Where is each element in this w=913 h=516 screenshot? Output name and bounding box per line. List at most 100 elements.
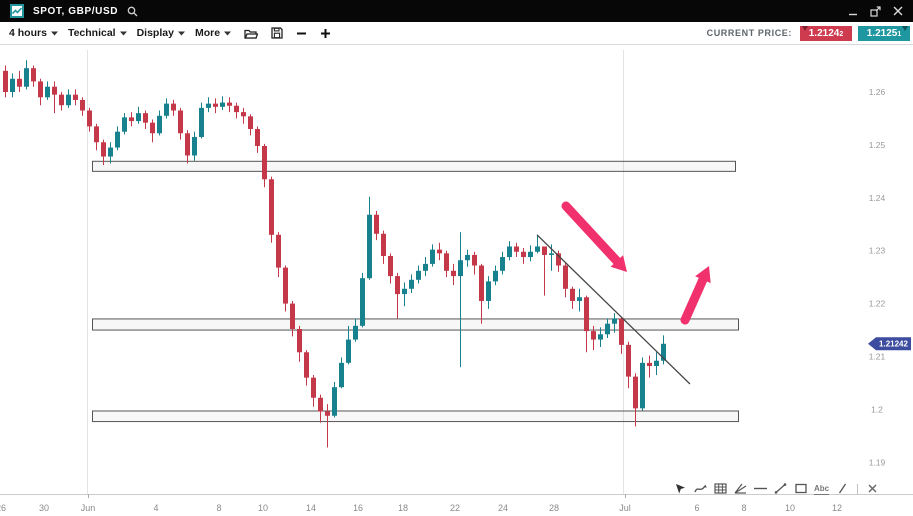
save-button[interactable]	[271, 27, 283, 39]
bull-candle[interactable]	[661, 343, 666, 361]
bull-candle[interactable]	[122, 117, 127, 132]
rectangle-tool-icon[interactable]	[794, 482, 807, 495]
bull-candle[interactable]	[486, 281, 491, 301]
fan-lines-tool-icon[interactable]	[734, 482, 747, 495]
bull-candle[interactable]	[164, 103, 169, 116]
current-price-tag[interactable]	[868, 337, 911, 351]
bear-candle[interactable]	[591, 331, 596, 340]
bull-candle[interactable]	[640, 362, 645, 409]
bear-candle[interactable]	[178, 110, 183, 134]
bear-candle[interactable]	[633, 376, 638, 409]
zoom-out-button[interactable]	[296, 28, 307, 39]
bear-candle[interactable]	[129, 117, 134, 122]
bear-candle[interactable]	[52, 86, 57, 95]
bear-candle[interactable]	[80, 99, 85, 111]
bear-candle[interactable]	[227, 102, 232, 106]
bear-candle[interactable]	[87, 110, 92, 127]
bear-candle[interactable]	[472, 254, 477, 266]
bear-candle[interactable]	[234, 105, 239, 113]
bull-candle[interactable]	[458, 260, 463, 277]
bull-candle[interactable]	[108, 147, 113, 157]
bull-candle[interactable]	[192, 136, 197, 156]
bull-candle[interactable]	[423, 263, 428, 271]
bear-candle[interactable]	[213, 103, 218, 107]
bear-candle[interactable]	[290, 303, 295, 329]
slash-tool-icon[interactable]	[836, 482, 849, 495]
bull-candle[interactable]	[416, 270, 421, 280]
bid-price-badge[interactable]: 1.2124 2	[800, 25, 852, 41]
bull-candle[interactable]	[367, 214, 372, 279]
bear-candle[interactable]	[395, 276, 400, 295]
bear-candle[interactable]	[94, 126, 99, 143]
bear-candle[interactable]	[451, 270, 456, 277]
horizontal-line-tool-icon[interactable]	[754, 482, 768, 495]
technical-menu[interactable]: Technical	[68, 27, 127, 39]
bull-candle[interactable]	[528, 251, 533, 258]
timeframe-dropdown[interactable]: 4 hours	[9, 27, 58, 39]
trend-segment-tool-icon[interactable]	[774, 482, 787, 495]
bull-candle[interactable]	[24, 68, 29, 87]
bear-candle[interactable]	[444, 253, 449, 271]
bear-candle[interactable]	[563, 265, 568, 289]
bear-candle[interactable]	[542, 246, 547, 255]
bear-candle[interactable]	[269, 179, 274, 235]
bear-candle[interactable]	[38, 81, 43, 98]
bear-candle[interactable]	[283, 267, 288, 304]
bull-candle[interactable]	[409, 279, 414, 289]
price-zone[interactable]	[92, 410, 739, 423]
bull-candle[interactable]	[465, 254, 470, 261]
bear-candle[interactable]	[311, 377, 316, 398]
bull-candle[interactable]	[346, 339, 351, 363]
bull-candle[interactable]	[199, 107, 204, 137]
bull-candle[interactable]	[598, 334, 603, 340]
bear-candle[interactable]	[381, 233, 386, 256]
bear-candle[interactable]	[171, 103, 176, 111]
bull-candle[interactable]	[45, 86, 50, 98]
bull-candle[interactable]	[339, 362, 344, 388]
more-menu[interactable]: More	[195, 27, 232, 39]
bull-candle[interactable]	[402, 288, 407, 295]
trendline[interactable]	[536, 234, 691, 385]
pointer-tool-icon[interactable]	[674, 482, 687, 495]
bull-candle[interactable]	[430, 249, 435, 264]
bull-candle[interactable]	[66, 94, 71, 106]
bull-candle[interactable]	[136, 113, 141, 122]
bear-candle[interactable]	[3, 70, 8, 92]
bear-candle[interactable]	[479, 265, 484, 301]
bear-candle[interactable]	[17, 78, 22, 87]
bear-candle[interactable]	[248, 116, 253, 130]
annotation-arrow-head[interactable]	[695, 266, 711, 284]
bear-candle[interactable]	[185, 133, 190, 156]
bull-candle[interactable]	[360, 278, 365, 326]
bear-candle[interactable]	[31, 68, 36, 82]
bear-candle[interactable]	[255, 129, 260, 146]
bear-candle[interactable]	[570, 288, 575, 301]
bull-candle[interactable]	[493, 270, 498, 282]
curved-line-tool-icon[interactable]	[694, 482, 707, 495]
bear-candle[interactable]	[59, 94, 64, 106]
candlestick-chart[interactable]: 26 30 Jun 4 8 10 14 16 18 22 24 28 Jul 6 8 10 12 1.26 1.25…	[0, 45, 913, 516]
bull-candle[interactable]	[500, 257, 505, 271]
bear-candle[interactable]	[262, 145, 267, 180]
minimize-button[interactable]	[848, 6, 858, 16]
search-icon[interactable]	[127, 6, 138, 17]
bear-candle[interactable]	[647, 362, 652, 367]
price-zone[interactable]	[92, 318, 739, 331]
bear-candle[interactable]	[150, 122, 155, 134]
text-tool-icon[interactable]: Abc	[814, 482, 830, 495]
bear-candle[interactable]	[318, 397, 323, 412]
bull-candle[interactable]	[220, 102, 225, 107]
popout-button[interactable]	[870, 5, 881, 17]
bear-candle[interactable]	[437, 249, 442, 254]
price-zone[interactable]	[92, 160, 736, 172]
bull-candle[interactable]	[612, 318, 617, 324]
bear-candle[interactable]	[73, 94, 78, 100]
bull-candle[interactable]	[157, 115, 162, 134]
bear-candle[interactable]	[276, 234, 281, 268]
bear-candle[interactable]	[619, 318, 624, 345]
bull-candle[interactable]	[507, 246, 512, 258]
bear-candle[interactable]	[626, 344, 631, 377]
bear-candle[interactable]	[514, 246, 519, 252]
bear-candle[interactable]	[143, 113, 148, 123]
display-menu[interactable]: Display	[137, 27, 185, 39]
